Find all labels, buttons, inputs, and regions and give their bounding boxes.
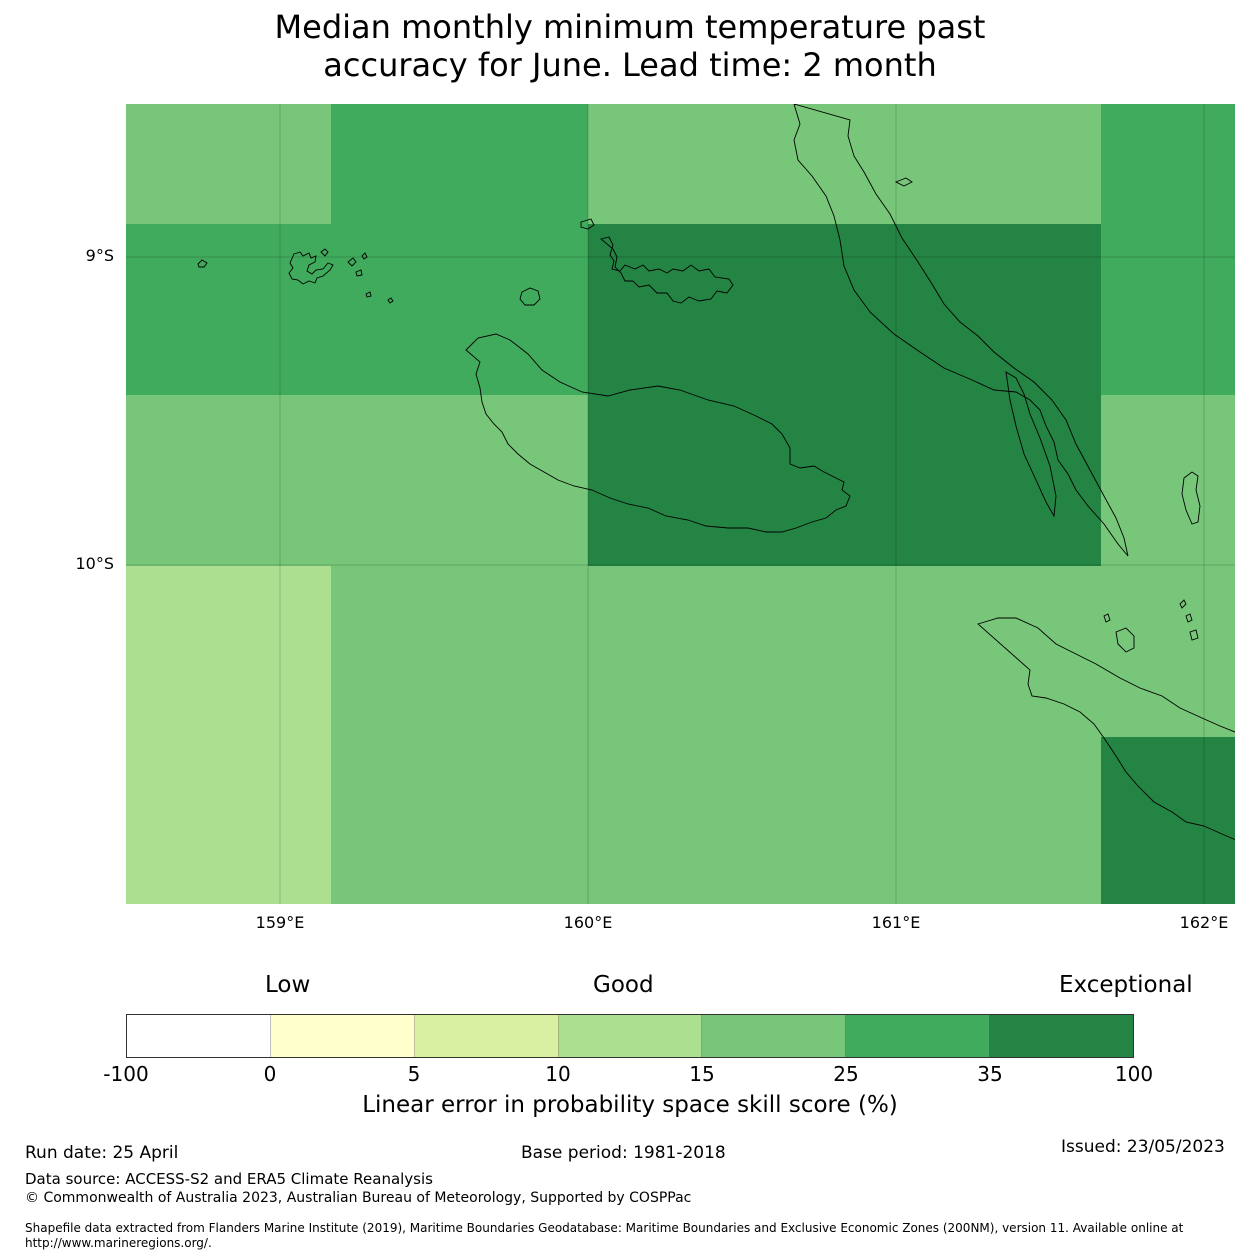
coast-islet (894, 177, 913, 187)
title-line-2: accuracy for June. Lead time: 2 month (323, 46, 937, 84)
colorbar-tick: 35 (977, 1062, 1003, 1086)
colorbar-segment (558, 1015, 703, 1057)
lon-label-160e: 160°E (563, 913, 613, 932)
coast-islet (197, 259, 208, 268)
colorbar-segment (702, 1015, 847, 1057)
coast-islet (1189, 629, 1199, 641)
coast-islet (1179, 599, 1187, 609)
colorbar-tick: 5 (407, 1062, 421, 1086)
grid-cell (126, 566, 332, 737)
skill-map (126, 104, 1235, 904)
coast-ulawa (1181, 471, 1201, 525)
issued-date: Issued: 23/05/2023 (1061, 1137, 1225, 1157)
base-period: Base period: 1981-2018 (521, 1143, 726, 1163)
lon-label-159e: 159°E (255, 913, 305, 932)
colorbar (126, 1014, 1134, 1058)
coast-islet (365, 291, 372, 298)
grid-cell (588, 395, 1102, 566)
coast-islet (1103, 613, 1111, 623)
coast-malaita (793, 104, 1129, 557)
lat-label-9s: 9°S (85, 246, 114, 265)
grid-cell (588, 104, 1102, 224)
coast-islet (361, 252, 368, 260)
grid-cell (1101, 395, 1235, 566)
map-title: Median monthly minimum temperature past … (0, 8, 1260, 84)
grid-cell (1101, 224, 1235, 395)
category-exceptional: Exceptional (1059, 972, 1193, 998)
coast-islet (1185, 613, 1193, 623)
lat-label-10s: 10°S (75, 554, 114, 573)
colorbar-label: Linear error in probability space skill … (362, 1092, 898, 1118)
colorbar-tick: 100 (1114, 1062, 1154, 1086)
coast-islet (1115, 627, 1135, 653)
coast-savo (519, 287, 541, 306)
grid-cell (1101, 104, 1235, 224)
skill-map-svg (126, 104, 1235, 904)
colorbar-segment (990, 1015, 1134, 1057)
colorbar-tick: 15 (689, 1062, 715, 1086)
coast-florida-islands (288, 251, 334, 285)
coastlines (197, 104, 1235, 841)
colorbar-tick: 10 (545, 1062, 571, 1086)
grid-cell (126, 395, 589, 566)
coast-nggela (580, 218, 734, 304)
title-line-1: Median monthly minimum temperature past (274, 8, 986, 46)
grid-cell (331, 566, 1235, 737)
grid-cell (1101, 737, 1235, 904)
run-date: Run date: 25 April (25, 1143, 179, 1163)
copyright: © Commonwealth of Australia 2023, Austra… (25, 1190, 692, 1206)
grid-cell (331, 104, 589, 224)
coast-islet (355, 269, 363, 277)
category-low: Low (265, 972, 311, 998)
grid-cell (331, 737, 1102, 904)
colorbar-segment (127, 1015, 271, 1057)
colorbar-tick: 25 (833, 1062, 859, 1086)
grid-cell (126, 224, 589, 395)
colorbar-segment (846, 1015, 991, 1057)
coast-islet (320, 248, 329, 257)
shapefile-credit: Shapefile data extracted from Flanders M… (25, 1221, 1184, 1250)
colorbar-tick: 0 (263, 1062, 277, 1086)
category-good: Good (593, 972, 654, 998)
grid-cell (126, 104, 332, 224)
colorbar-segment (270, 1015, 415, 1057)
coast-guadalcanal (465, 333, 851, 533)
colorbar-tick: -100 (103, 1062, 149, 1086)
coast-makira (977, 617, 1235, 841)
colorbar-segment (414, 1015, 559, 1057)
coast-islet (387, 297, 394, 304)
lon-label-162e: 162°E (1179, 913, 1229, 932)
coast-islet (347, 257, 357, 267)
grid-cell (588, 224, 1102, 395)
data-source: Data source: ACCESS-S2 and ERA5 Climate … (25, 1170, 433, 1188)
coast-maramasike (1005, 371, 1057, 518)
grid-cell (126, 737, 332, 904)
lon-label-161e: 161°E (871, 913, 921, 932)
